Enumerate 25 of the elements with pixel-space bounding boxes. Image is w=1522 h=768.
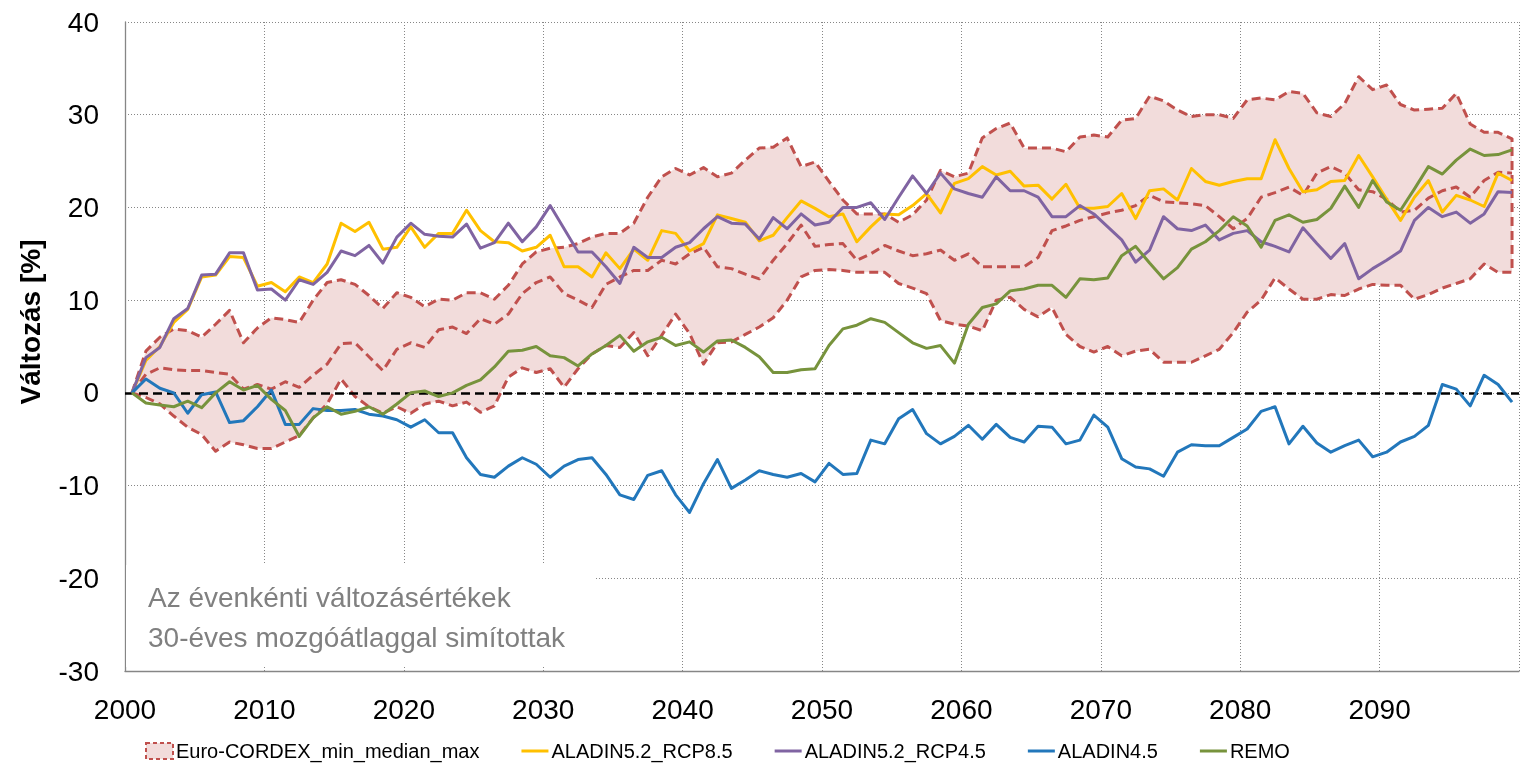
y-tick-label: 10 bbox=[67, 284, 99, 316]
y-tick-label: 30 bbox=[67, 99, 99, 131]
legend-label: ALADIN5.2_RCP8.5 bbox=[551, 740, 733, 763]
x-tick-label: 2090 bbox=[1348, 693, 1411, 725]
x-tick-label: 2010 bbox=[233, 693, 296, 725]
y-tick-label: 40 bbox=[67, 6, 99, 38]
x-tick-label: 2000 bbox=[93, 693, 157, 725]
legend-label: REMO bbox=[1229, 740, 1290, 762]
legend-label: Euro-CORDEX_min_median_max bbox=[176, 740, 480, 763]
x-tick-label: 2070 bbox=[1069, 693, 1132, 725]
x-tick-label: 2040 bbox=[651, 693, 714, 725]
x-tick-label: 2020 bbox=[372, 693, 435, 725]
legend-label: ALADIN4.5 bbox=[1057, 740, 1158, 762]
y-axis-title: Változás [%] bbox=[14, 239, 46, 405]
x-tick-label: 2050 bbox=[790, 693, 854, 725]
y-tick-label: 20 bbox=[67, 191, 99, 223]
y-tick-label: 0 bbox=[83, 377, 99, 409]
x-tick-label: 2080 bbox=[1209, 693, 1272, 725]
y-tick-label: -10 bbox=[58, 470, 99, 502]
y-tick-label: -30 bbox=[58, 655, 99, 687]
x-tick-label: 2030 bbox=[512, 693, 575, 725]
x-tick-label: 2060 bbox=[930, 693, 993, 725]
annotation: Az évenkénti változásértékek 30-éves mozgóátlaggal simítottak bbox=[148, 581, 567, 653]
y-tick-label: -20 bbox=[58, 562, 99, 594]
legend-label: ALADIN5.2_RCP4.5 bbox=[804, 740, 986, 763]
